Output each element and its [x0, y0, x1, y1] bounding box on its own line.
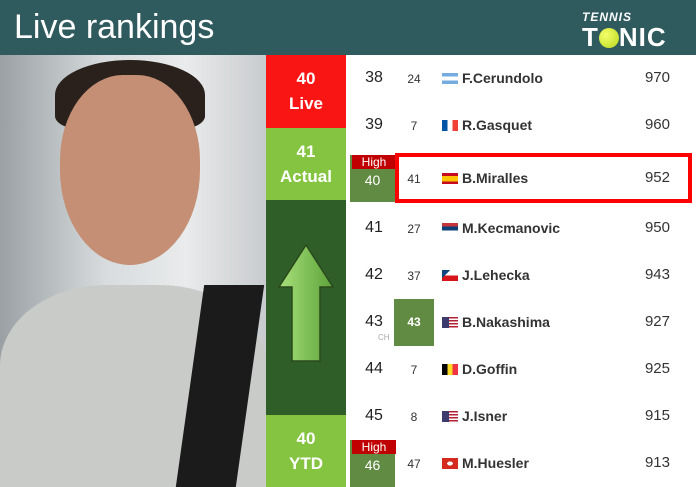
table-row[interactable]: 41 27 M.Kecmanovic 950: [346, 205, 696, 252]
up-arrow-icon: [278, 243, 334, 362]
flag-argentina-icon: [442, 73, 458, 84]
rank: 45: [365, 407, 383, 424]
rank: 42: [365, 266, 383, 283]
table-row[interactable]: 43 CH 43 B.Nakashima 927: [346, 299, 696, 346]
ranking-summary-panel: 40 Live 41 Actual 40 YTD: [266, 55, 346, 487]
points: 970: [644, 69, 670, 86]
rank: 43: [365, 313, 383, 330]
previous-rank: 7: [410, 363, 418, 377]
ytd-rank-box: 40 YTD: [266, 415, 346, 487]
ytd-rank-label: YTD: [289, 454, 323, 473]
live-rank-label: Live: [288, 94, 324, 113]
logo-top: TENNIS: [582, 10, 633, 24]
player-name[interactable]: F.Cerundolo: [462, 70, 543, 86]
player-name[interactable]: R.Gasquet: [462, 117, 533, 133]
rank: 39: [365, 116, 383, 133]
rank: 44: [365, 360, 383, 377]
ch-label: CH: [378, 333, 390, 342]
table-row[interactable]: 45 8 J.Isner 915: [346, 393, 696, 440]
career-high-badge: High 40: [350, 155, 396, 202]
flag-spain-icon: [442, 173, 458, 184]
player-name[interactable]: B.Miralles: [462, 170, 529, 186]
points: 927: [644, 313, 670, 330]
live-rank-box: 40 Live: [266, 55, 346, 128]
flag-switzerland-icon: [442, 458, 458, 469]
player-name[interactable]: M.Kecmanovic: [462, 220, 561, 236]
flag-serbia-icon: [442, 223, 458, 234]
player-name[interactable]: B.Nakashima: [462, 314, 550, 330]
player-photo: [0, 55, 266, 487]
flag-belgium-icon: [442, 364, 458, 375]
actual-rank-label: Actual: [280, 167, 332, 186]
high-tag: High: [352, 155, 396, 169]
flag-usa-icon: [442, 411, 458, 422]
tennis-ball-icon: [598, 28, 619, 48]
points: 925: [644, 360, 670, 377]
table-row[interactable]: 44 7 D.Goffin 925: [346, 346, 696, 393]
previous-rank: 41: [407, 172, 421, 186]
page-title: Live rankings: [14, 8, 215, 46]
previous-rank: 47: [407, 457, 421, 471]
high-tag: High: [352, 440, 396, 454]
points: 960: [644, 116, 670, 133]
previous-rank: 37: [407, 269, 421, 283]
table-row[interactable]: High 46 47 M.Huesler 913: [346, 440, 696, 487]
table-row[interactable]: 38 24 F.Cerundolo 970: [346, 55, 696, 102]
points: 913: [644, 454, 670, 471]
logo-bottom: T NIC: [582, 22, 667, 52]
player-name[interactable]: J.Isner: [462, 408, 508, 424]
actual-rank-value: 41: [296, 142, 316, 161]
table-row[interactable]: 42 37 J.Lehecka 943: [346, 252, 696, 299]
high-value: 46: [364, 457, 381, 473]
points: 915: [644, 407, 670, 424]
rank: 41: [365, 219, 383, 236]
player-name[interactable]: M.Huesler: [462, 455, 529, 471]
previous-rank: 27: [407, 222, 421, 236]
career-high-badge: High 46: [350, 440, 396, 487]
actual-rank-box: 41 Actual: [266, 128, 346, 200]
flag-czechia-icon: [442, 270, 458, 281]
selected-player-highlight: [395, 153, 692, 203]
points: 943: [644, 266, 670, 283]
high-value: 40: [364, 172, 381, 188]
previous-rank: 24: [407, 72, 421, 86]
previous-rank: 8: [410, 410, 418, 424]
live-rank-value: 40: [296, 69, 316, 88]
ytd-rank-value: 40: [296, 429, 316, 448]
table-row[interactable]: 39 7 R.Gasquet 960: [346, 102, 696, 149]
flag-usa-icon: [442, 317, 458, 328]
rank: 38: [365, 69, 383, 86]
table-row[interactable]: High 40 41 B.Miralles 952: [346, 155, 696, 202]
previous-rank: 7: [410, 119, 418, 133]
points: 950: [644, 219, 670, 236]
career-high-value: 43: [394, 299, 434, 346]
tennis-tonic-logo[interactable]: TENNIS T NIC: [582, 10, 682, 52]
points: 952: [644, 169, 670, 186]
flag-france-icon: [442, 120, 458, 131]
player-name[interactable]: J.Lehecka: [462, 267, 530, 283]
player-name[interactable]: D.Goffin: [462, 361, 518, 377]
header: Live rankings TENNIS T NIC: [0, 0, 696, 55]
